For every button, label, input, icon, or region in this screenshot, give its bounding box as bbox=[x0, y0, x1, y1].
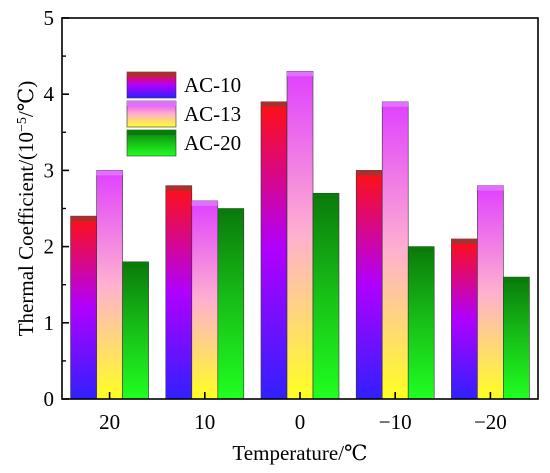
bar-cap-ac-13-3 bbox=[382, 101, 409, 107]
y-axis-title-prefix: Thermal Coefficient/(10 bbox=[14, 132, 38, 336]
bar-ac-13-1 bbox=[191, 200, 219, 400]
bar-ac-20-4 bbox=[503, 276, 530, 400]
bar-cap-ac-20-4 bbox=[503, 277, 530, 283]
bar-ac-20-2 bbox=[312, 192, 340, 400]
bar-cap-ac-10-0 bbox=[70, 216, 97, 222]
bar-ac-10-4 bbox=[451, 238, 478, 400]
bar-cap-ac-20-1 bbox=[217, 208, 244, 214]
bar-ac-10-0 bbox=[70, 215, 97, 400]
bar-ac-10-2 bbox=[260, 101, 288, 400]
bar-cap-ac-10-4 bbox=[451, 238, 478, 244]
y-tick-label: 2 bbox=[44, 235, 55, 259]
x-axis: 20 10 0 −10 −20 bbox=[99, 392, 507, 434]
bar-cap-ac-10-3 bbox=[356, 170, 383, 176]
legend-label-ac-20: AC-20 bbox=[184, 131, 241, 155]
legend-label-ac-13: AC-13 bbox=[184, 102, 241, 126]
bars-layer bbox=[70, 71, 530, 400]
bar-ac-13-0 bbox=[96, 170, 123, 400]
bar-ac-13-3 bbox=[381, 101, 409, 400]
bar-ac-13-4 bbox=[477, 185, 504, 400]
bar-cap-ac-13-2 bbox=[287, 71, 313, 77]
legend-swatch-cap-ac-13 bbox=[127, 101, 176, 106]
y-tick-label: 4 bbox=[44, 82, 55, 106]
y-tick-label: 5 bbox=[44, 6, 55, 30]
x-axis-title: Temperature/℃ bbox=[232, 441, 367, 465]
x-tick-label: 20 bbox=[99, 410, 120, 434]
legend-label-ac-10: AC-10 bbox=[184, 73, 241, 97]
y-tick-label: 0 bbox=[44, 387, 55, 411]
bar-cap-ac-20-2 bbox=[313, 193, 339, 199]
bar-cap-ac-10-2 bbox=[261, 101, 287, 107]
y-axis-title-suffix: /℃) bbox=[14, 81, 38, 117]
bar-ac-20-1 bbox=[217, 208, 245, 400]
bar-ac-10-1 bbox=[165, 185, 193, 400]
x-tick-label: −10 bbox=[379, 410, 412, 434]
bar-ac-10-3 bbox=[355, 170, 383, 400]
bar-cap-ac-20-0 bbox=[122, 261, 149, 267]
x-tick-label: 10 bbox=[194, 410, 215, 434]
bar-cap-ac-10-1 bbox=[165, 185, 192, 191]
bar-ac-20-3 bbox=[407, 246, 435, 400]
y-axis-title: Thermal Coefficient/(10−5/℃) bbox=[14, 81, 38, 337]
y-axis: 0 1 2 3 4 5 bbox=[44, 6, 69, 411]
bar-ac-20-0 bbox=[122, 261, 149, 400]
y-tick-label: 3 bbox=[44, 158, 55, 182]
y-axis-title-exponent: −5 bbox=[15, 117, 30, 132]
legend-swatch-cap-ac-20 bbox=[127, 130, 176, 135]
bar-cap-ac-20-3 bbox=[408, 246, 435, 252]
bar-ac-13-2 bbox=[286, 71, 314, 400]
bar-cap-ac-13-4 bbox=[477, 185, 504, 191]
y-tick-label: 1 bbox=[44, 311, 55, 335]
bar-cap-ac-13-1 bbox=[191, 200, 218, 206]
legend-swatch-cap-ac-10 bbox=[127, 72, 176, 77]
x-tick-label: 0 bbox=[295, 410, 306, 434]
bar-cap-ac-13-0 bbox=[96, 170, 123, 176]
x-tick-label: −20 bbox=[474, 410, 507, 434]
legend: AC-10 AC-13 AC-20 bbox=[126, 71, 241, 157]
